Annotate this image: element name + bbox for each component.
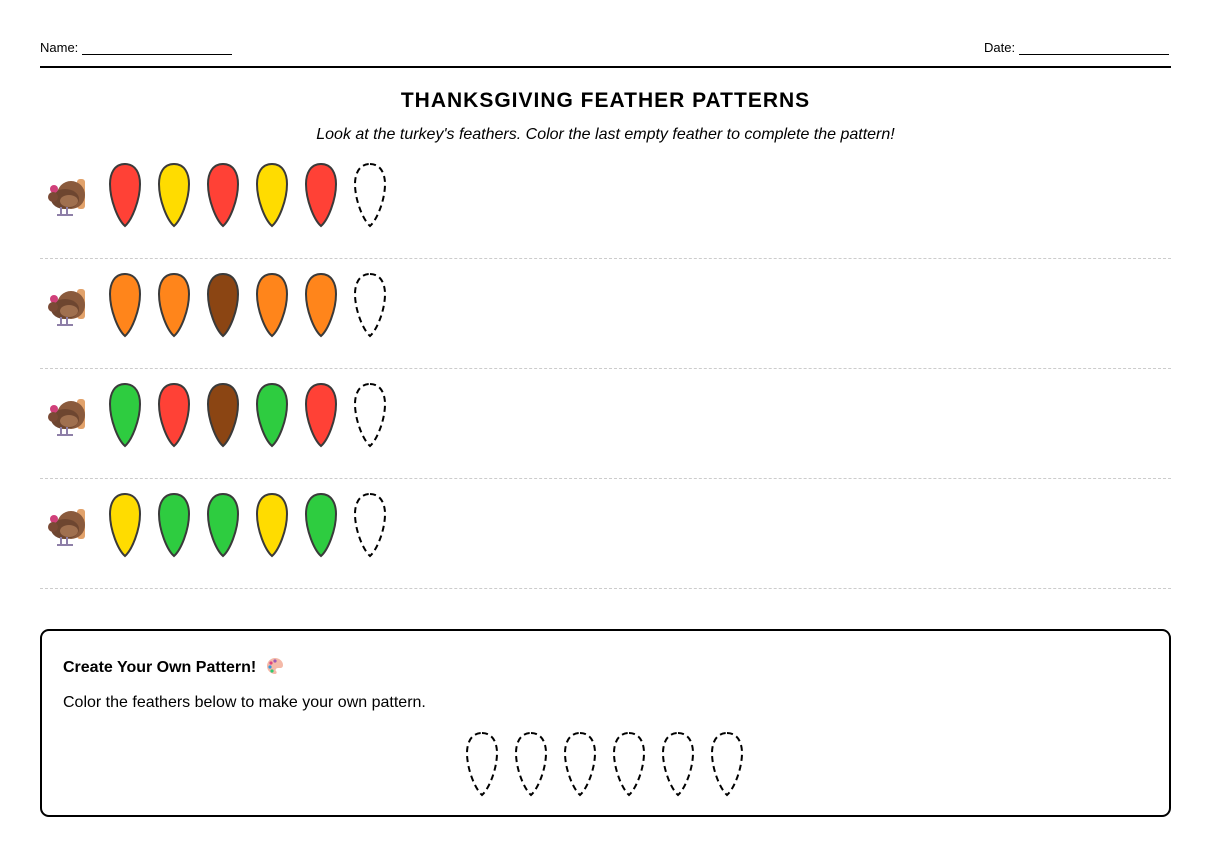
brown-feather <box>206 382 240 448</box>
empty-feather[interactable] <box>353 272 387 338</box>
green-feather <box>255 382 289 448</box>
red-feather <box>157 382 191 448</box>
orange-feather <box>255 272 289 338</box>
feather-sequence <box>108 382 387 448</box>
turkey-icon <box>48 179 85 216</box>
yellow-feather <box>255 162 289 228</box>
create-own-pattern-box: Create Your Own Pattern! Color the feath… <box>40 629 1171 817</box>
custom-feathers <box>465 731 744 797</box>
green-feather <box>157 492 191 558</box>
name-field[interactable]: Name: <box>40 40 233 55</box>
empty-feather[interactable] <box>710 731 744 797</box>
empty-feather[interactable] <box>514 731 548 797</box>
red-feather <box>108 162 142 228</box>
date-line[interactable] <box>1019 42 1170 55</box>
empty-feather[interactable] <box>563 731 597 797</box>
green-feather <box>304 492 338 558</box>
palette-icon <box>266 658 283 674</box>
green-feather <box>206 492 240 558</box>
custom-title: Create Your Own Pattern! <box>63 656 285 677</box>
red-feather <box>304 162 338 228</box>
brown-feather <box>206 272 240 338</box>
yellow-feather <box>255 492 289 558</box>
pattern-row <box>40 479 1171 589</box>
date-field[interactable]: Date: <box>984 40 1170 55</box>
pattern-row <box>40 259 1171 369</box>
feather-sequence <box>108 162 387 228</box>
turkey-icon <box>48 509 85 546</box>
pattern-row <box>40 369 1171 479</box>
custom-text: Color the feathers below to make your ow… <box>63 694 426 711</box>
feather-sequence <box>108 492 387 558</box>
turkey-icon <box>48 399 85 436</box>
yellow-feather <box>157 162 191 228</box>
empty-feather[interactable] <box>353 492 387 558</box>
empty-feather[interactable] <box>353 162 387 228</box>
red-feather <box>206 162 240 228</box>
name-label: Name: <box>40 40 79 55</box>
name-line[interactable] <box>82 42 233 55</box>
feather-sequence <box>108 272 387 338</box>
orange-feather <box>108 272 142 338</box>
empty-feather[interactable] <box>465 731 499 797</box>
orange-feather <box>157 272 191 338</box>
date-label: Date: <box>984 40 1016 55</box>
instructions: Look at the turkey's feathers. Color the… <box>316 126 895 143</box>
green-feather <box>108 382 142 448</box>
empty-feather[interactable] <box>661 731 695 797</box>
yellow-feather <box>108 492 142 558</box>
red-feather <box>304 382 338 448</box>
empty-feather[interactable] <box>353 382 387 448</box>
orange-feather <box>304 272 338 338</box>
empty-feather[interactable] <box>612 731 646 797</box>
turkey-icon <box>48 289 85 326</box>
pattern-row <box>40 149 1171 259</box>
page-title: THANKSGIVING FEATHER PATTERNS <box>400 89 811 112</box>
header-rule <box>40 66 1171 68</box>
